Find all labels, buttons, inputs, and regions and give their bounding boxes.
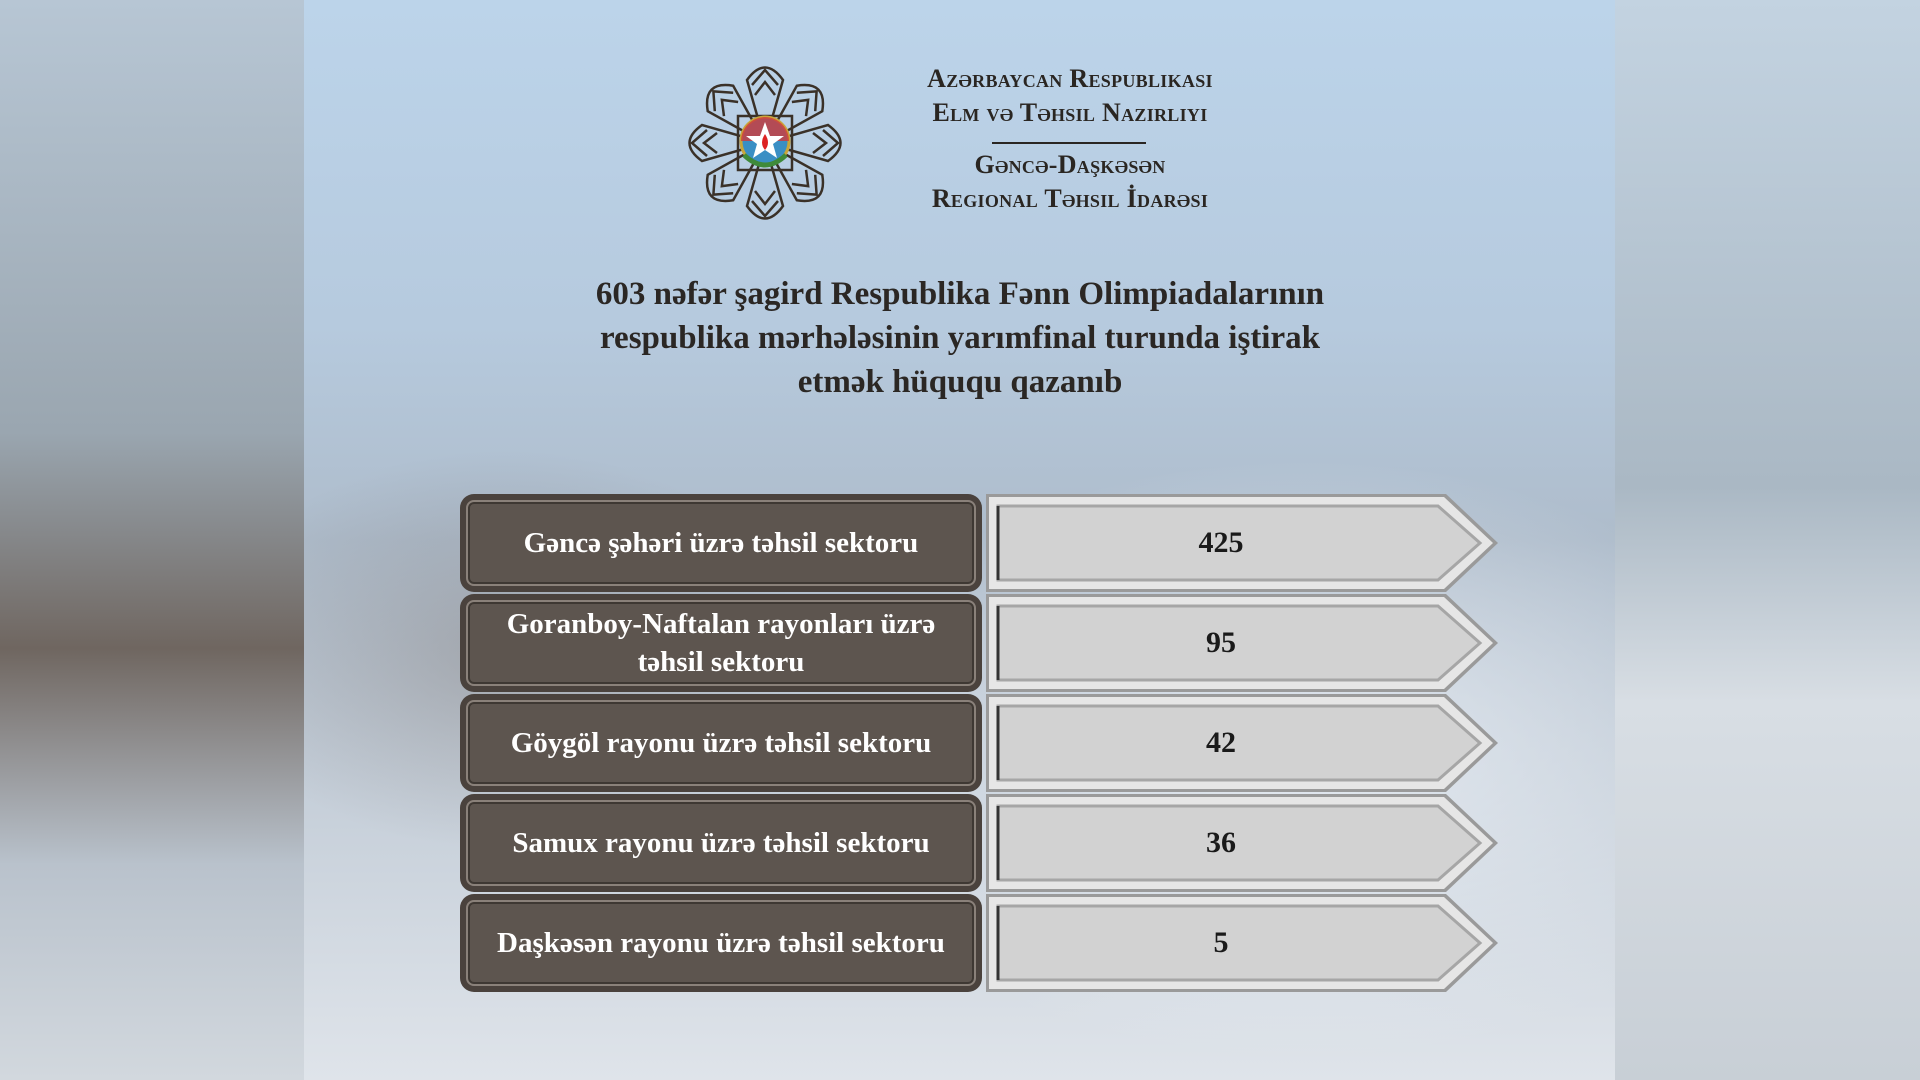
arrow-shape-icon	[986, 794, 1498, 892]
arrow-shape-icon	[986, 694, 1498, 792]
headline-line3: etmək hüququ qazanıb	[797, 364, 1123, 400]
arrow-shape-icon	[986, 494, 1498, 592]
sector-value: 36	[1206, 826, 1236, 859]
sector-label-box: Samux rayonu üzrə təhsil sektoru	[460, 794, 982, 892]
sector-value-arrow: 5	[986, 894, 1500, 992]
headline: 603 nəfər şagird Respublika Fənn Olimpia…	[460, 272, 1460, 404]
ministry-name-line2: Elm və Təhsil Nazirliyi	[932, 98, 1208, 127]
headline-line1: 603 nəfər şagird Respublika Fənn Olimpia…	[595, 276, 1325, 312]
sector-value: 5	[1213, 926, 1229, 959]
sector-label: Daşkəsən rayonu üzrə təhsil sektoru	[466, 900, 976, 986]
sector-row: Daşkəsən rayonu üzrə təhsil sektoru 5	[460, 894, 1500, 992]
sector-value: 95	[1206, 626, 1236, 659]
sector-row: Göygöl rayonu üzrə təhsil sektoru 42	[460, 694, 1500, 792]
office-name-line2: Regional Təhsil İdarəsi	[931, 184, 1209, 213]
arrow-shape-icon	[986, 594, 1498, 692]
sector-value-arrow: 36	[986, 794, 1500, 892]
sector-label: Gəncə şəhəri üzrə təhsil sektoru	[466, 500, 976, 586]
ministry-logo-icon	[688, 66, 842, 220]
sector-row: Goranboy-Naftalan rayonları üzrə təhsil …	[460, 594, 1500, 692]
sector-row: Samux rayonu üzrə təhsil sektoru 36	[460, 794, 1500, 892]
sector-label: Samux rayonu üzrə təhsil sektoru	[466, 800, 976, 886]
office-name-line1: Gəncə-Daşkəsən	[974, 150, 1166, 179]
sector-label-box: Göygöl rayonu üzrə təhsil sektoru	[460, 694, 982, 792]
ministry-name-line1: Azərbaycan Respublikası	[927, 64, 1213, 93]
arrow-shape-icon	[986, 894, 1498, 992]
headline-line2: respublika mərhələsinin yarımfinal turun…	[600, 320, 1320, 356]
sector-label: Göygöl rayonu üzrə təhsil sektoru	[466, 700, 976, 786]
sector-label-box: Gəncə şəhəri üzrə təhsil sektoru	[460, 494, 982, 592]
header-divider	[992, 142, 1146, 144]
sector-label: Goranboy-Naftalan rayonları üzrə təhsil …	[466, 600, 976, 686]
sector-label-box: Goranboy-Naftalan rayonları üzrə təhsil …	[460, 594, 982, 692]
sector-value-arrow: 42	[986, 694, 1500, 792]
sector-value: 425	[1198, 526, 1244, 559]
sector-value-arrow: 95	[986, 594, 1500, 692]
background-left	[0, 0, 305, 1080]
background-right	[1615, 0, 1920, 1080]
sector-value: 42	[1206, 726, 1236, 759]
sector-value-arrow: 425	[986, 494, 1500, 592]
sector-label-box: Daşkəsən rayonu üzrə təhsil sektoru	[460, 894, 982, 992]
sector-row: Gəncə şəhəri üzrə təhsil sektoru 425	[460, 494, 1500, 592]
